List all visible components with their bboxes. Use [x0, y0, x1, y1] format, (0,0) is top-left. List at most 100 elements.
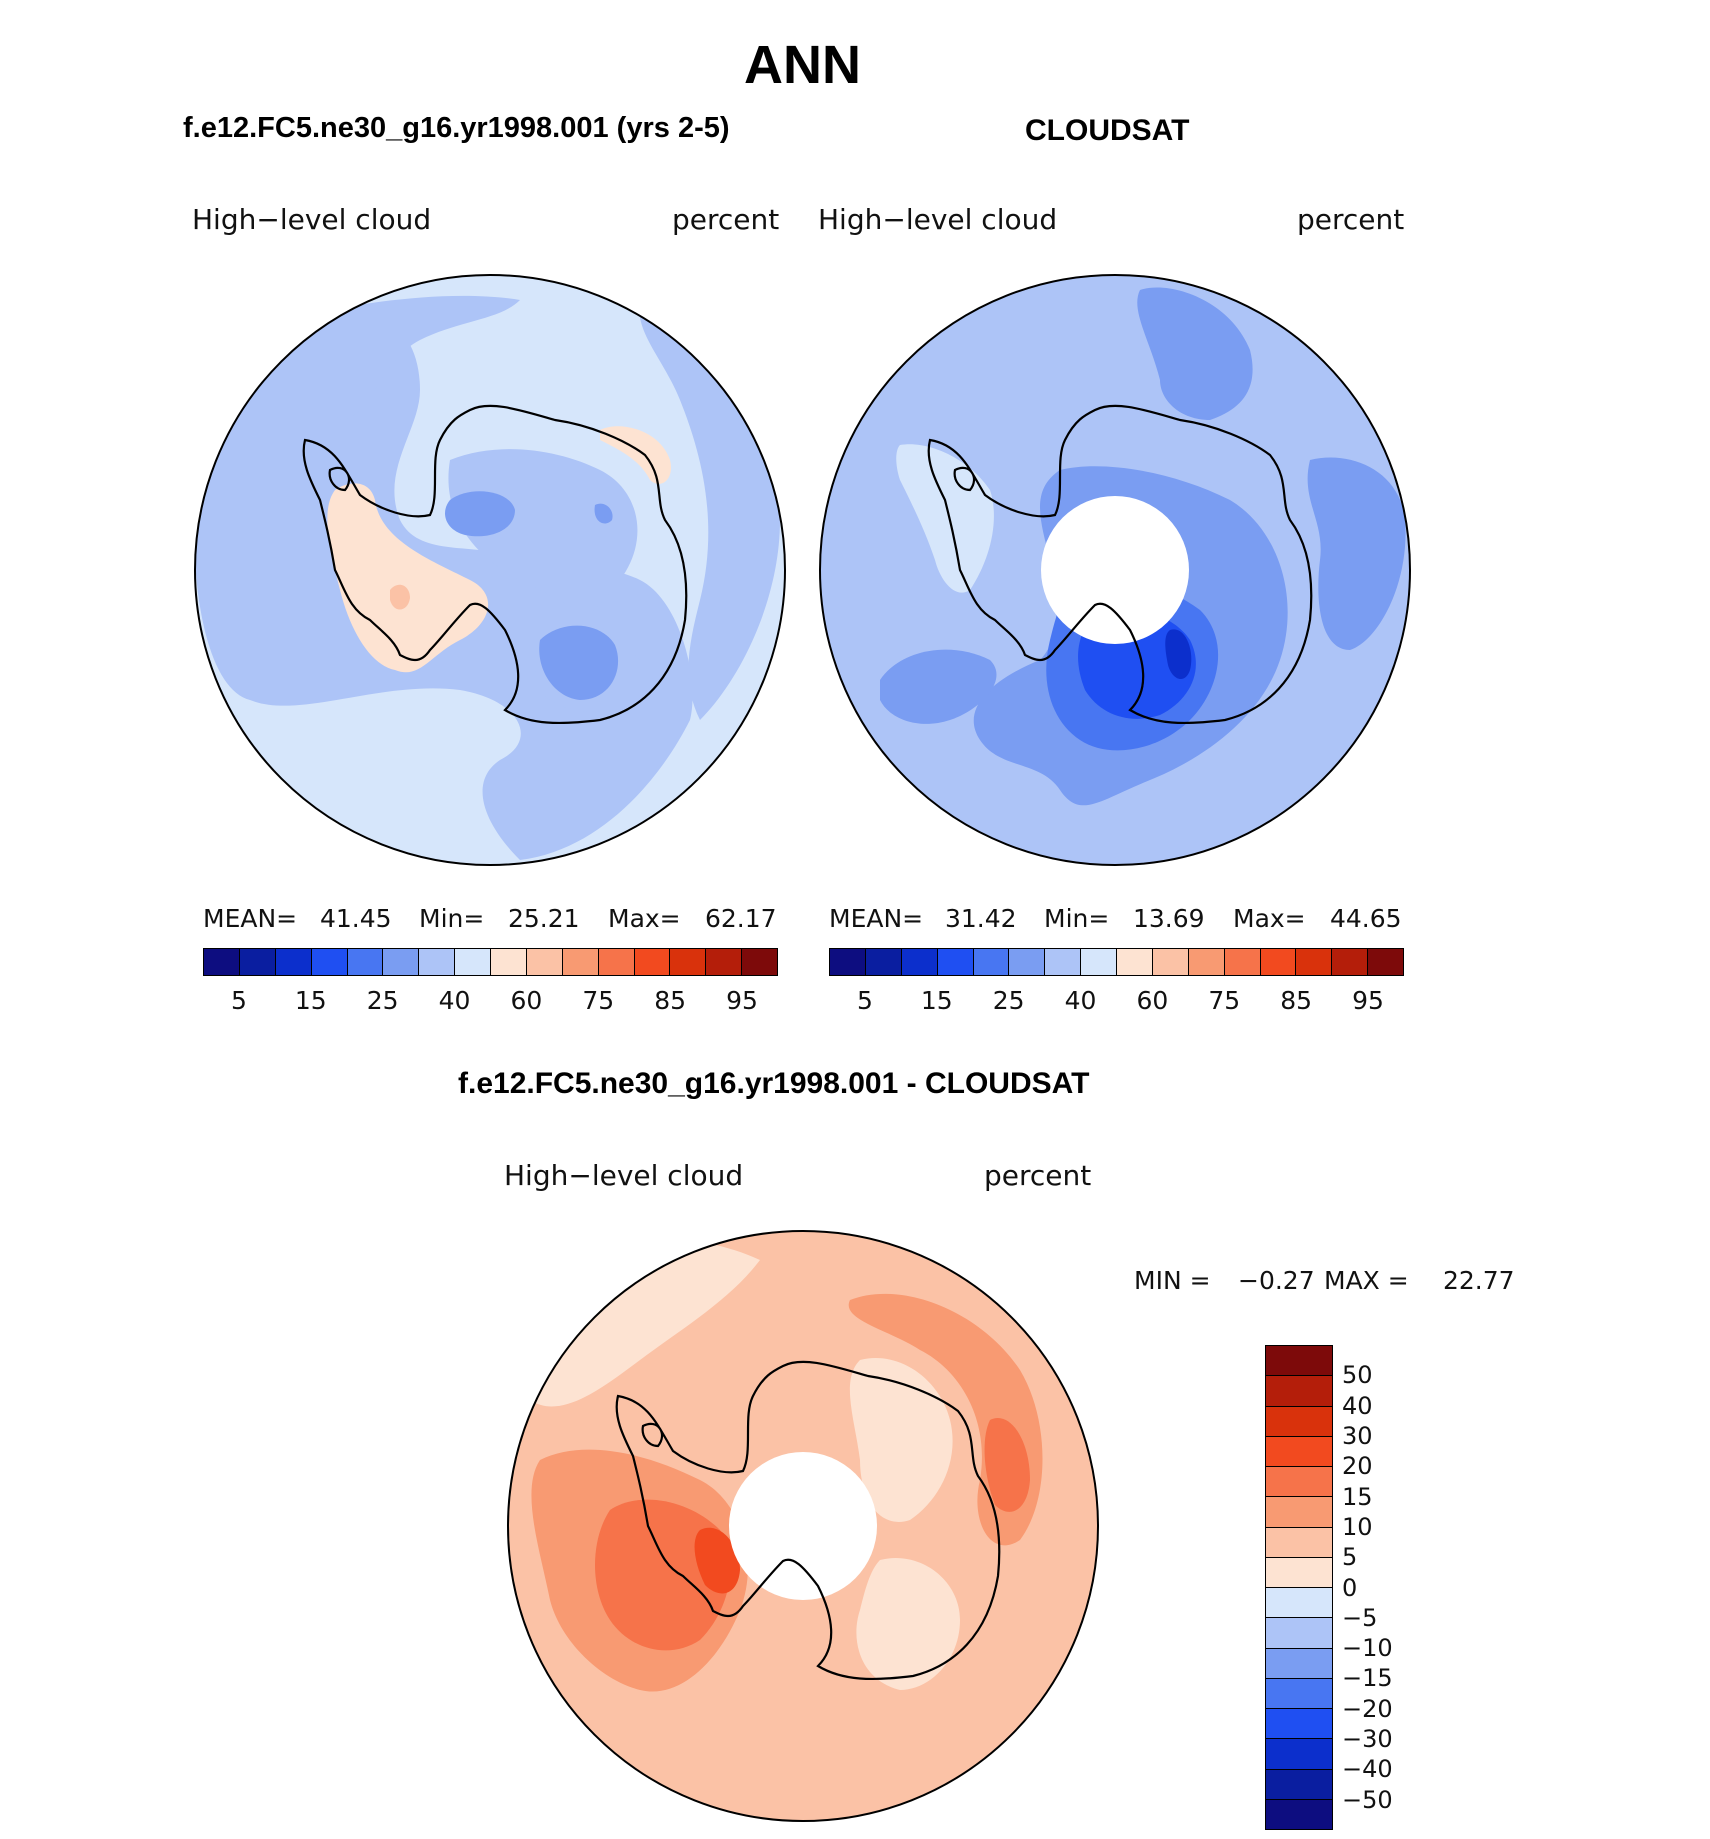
colorbar-box: [419, 949, 456, 975]
colorbar-box: [1009, 949, 1046, 975]
colorbar-box: [1266, 1769, 1332, 1800]
colorbar-box: [1266, 1709, 1332, 1740]
colorbar-tick-label: 15: [294, 986, 327, 1015]
colorbar-tick-label: 5: [230, 986, 247, 1015]
colorbar-tick-label: 15: [920, 986, 953, 1015]
colorbar-tick-label: 50: [1342, 1361, 1373, 1390]
colorbar-tick-label: 85: [654, 986, 687, 1015]
colorbar-box: [670, 949, 707, 975]
colorbar-box: [526, 949, 563, 975]
obs-missing-pole: [1041, 496, 1189, 644]
colorbar-box: [1266, 1467, 1332, 1498]
colorbar-box: [865, 949, 902, 975]
obs-contour-lowest: [1165, 629, 1192, 680]
colorbar-tick-label: −5: [1342, 1603, 1378, 1632]
colorbar-box: [1152, 949, 1189, 975]
colorbar-box: [239, 949, 276, 975]
colorbar-box: [383, 949, 420, 975]
obs-panel-title: CLOUDSAT: [1025, 114, 1190, 147]
colorbar-box: [1266, 1557, 1332, 1588]
colorbar-box: [1266, 1376, 1332, 1407]
diff-min-value: −0.27: [1238, 1266, 1315, 1295]
diff-max-label: MAX =: [1324, 1266, 1409, 1295]
model-max-value: 62.17: [705, 904, 777, 933]
model-low-a: [445, 491, 515, 537]
colorbar-box: [311, 949, 348, 975]
model-coastline: [302, 404, 688, 725]
colorbar-tick-label: −10: [1342, 1634, 1393, 1663]
diff-max-value: 22.77: [1443, 1266, 1515, 1295]
colorbar-box: [562, 949, 599, 975]
diff-light-center: [849, 1358, 953, 1522]
obs-max-value: 44.65: [1330, 904, 1402, 933]
colorbar-box: [1117, 949, 1153, 975]
diff-map-border: [507, 1230, 1099, 1822]
colorbar-tick-label: 60: [1136, 986, 1169, 1015]
colorbar-box: [1081, 949, 1117, 975]
model-panel-title: f.e12.FC5.ne30_g16.yr1998.001 (yrs 2-5): [183, 112, 730, 144]
colorbar-tick-label: 5: [1342, 1543, 1358, 1572]
colorbar-box: [1266, 1346, 1332, 1377]
colorbar-box: [1224, 949, 1261, 975]
diff-coastline: [615, 1360, 1001, 1681]
diff-contour-highest: [694, 1527, 740, 1594]
colorbar-tick-label: 5: [856, 986, 873, 1015]
obs-coastline: [927, 404, 1313, 725]
colorbar-box: [1260, 949, 1297, 975]
obs-map-border: [819, 274, 1411, 866]
colorbar-tick-label: 15: [1342, 1482, 1373, 1511]
colorbar-tick-label: 40: [1342, 1391, 1373, 1420]
model-low-b: [539, 625, 619, 700]
obs-variable-label: High−level cloud: [818, 203, 1058, 236]
model-units-label: percent: [672, 203, 780, 236]
colorbar-box: [598, 949, 635, 975]
colorbar-tick-label: 60: [510, 986, 543, 1015]
colorbar-tick-label: 95: [726, 986, 758, 1015]
colorbar-tick-label: 30: [1342, 1421, 1373, 1450]
colorbar-tick-label: 25: [992, 986, 1025, 1015]
colorbar-tick-label: −50: [1342, 1785, 1393, 1814]
obs-min-label: Min=: [1044, 904, 1110, 933]
obs-units-label: percent: [1297, 203, 1405, 236]
diff-light-south: [856, 1558, 960, 1690]
model-warm-area: [327, 483, 489, 673]
obs-mean-label: MEAN=: [829, 904, 924, 933]
colorbar-box: [1266, 1739, 1332, 1770]
diff-map: [508, 1231, 1098, 1821]
model-mean-value: 41.45: [320, 904, 392, 933]
colorbar-tick-label: −15: [1342, 1664, 1393, 1693]
colorbar-box: [1332, 949, 1369, 975]
colorbar-box: [1266, 1436, 1332, 1467]
colorbar-tick-label: 75: [582, 986, 615, 1015]
obs-mean-value: 31.42: [945, 904, 1017, 933]
colorbar-box: [742, 949, 777, 975]
model-min-value: 25.21: [508, 904, 580, 933]
diff-min-label: MIN =: [1134, 1266, 1211, 1295]
colorbar-tick-label: −30: [1342, 1725, 1393, 1754]
colorbar-tick-label: 40: [1064, 986, 1097, 1015]
colorbar-tick-label: 0: [1342, 1573, 1358, 1602]
obs-contour-east: [1307, 457, 1406, 650]
colorbar-tick-label: −20: [1342, 1694, 1393, 1723]
colorbar-box: [275, 949, 312, 975]
colorbar-box: [491, 949, 527, 975]
colorbar-box: [1296, 949, 1333, 975]
diff-panel-title: f.e12.FC5.ne30_g16.yr1998.001 - CLOUDSAT: [458, 1067, 1090, 1100]
colorbar-tick-label: 95: [1352, 986, 1384, 1015]
colorbar-box: [937, 949, 974, 975]
model-colorbar: [203, 948, 778, 976]
obs-contour-sw: [880, 649, 997, 724]
model-mean-label: MEAN=: [203, 904, 298, 933]
colorbar-box: [706, 949, 743, 975]
model-variable-label: High−level cloud: [192, 203, 432, 236]
colorbar-box: [634, 949, 671, 975]
colorbar-box: [830, 949, 866, 975]
diff-colorbar: [1265, 1345, 1333, 1830]
obs-colorbar: [829, 948, 1404, 976]
figure-title: ANN: [744, 35, 861, 95]
colorbar-box: [1266, 1527, 1332, 1558]
model-low-c: [594, 503, 613, 524]
obs-map: [820, 275, 1410, 865]
colorbar-tick-label: 75: [1208, 986, 1241, 1015]
